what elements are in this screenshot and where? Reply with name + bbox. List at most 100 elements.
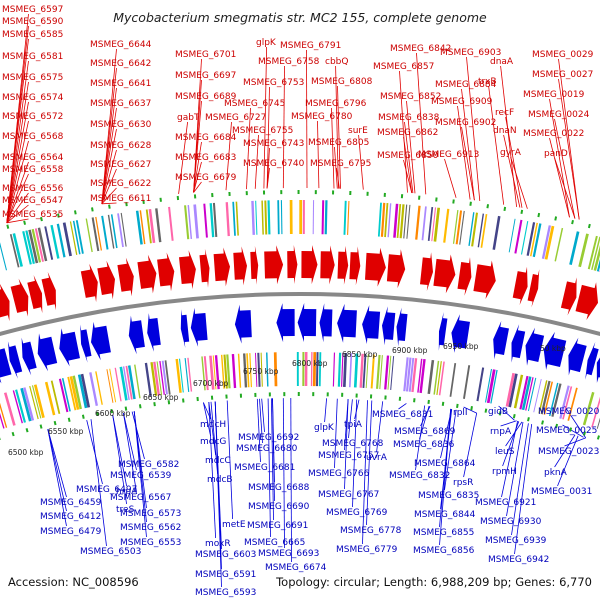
forward-gene-label: MSMEG_6556 [2,184,64,194]
connector-line [6,60,29,223]
scale-tick [498,411,502,416]
connector-line [404,121,414,194]
connector-line [6,38,29,223]
scale-tick [469,201,472,206]
connector-line [549,137,570,218]
forward-gene-arrow [433,254,456,294]
feature-mark [318,352,322,387]
reverse-gene-arrow [585,342,599,380]
connector-line [554,157,576,219]
feature-mark [237,353,242,388]
connector-line [498,405,515,421]
feature-mark [159,360,165,395]
accession-label: Accession: NC_008596 [8,575,139,589]
connector-line [406,100,416,194]
connector-line [178,121,188,194]
scale-tick [537,212,541,218]
connector-line [290,397,292,563]
connector-line [558,58,580,220]
reverse-gene-arrow [0,348,12,384]
forward-gene-arrow [287,245,298,284]
forward-gene-arrow [27,275,43,314]
reverse-gene-label: MSMEG_6778 [340,526,402,536]
feature-mark [379,355,383,390]
connector-line [133,411,147,538]
feature-mark [184,205,190,240]
connector-line [334,398,338,469]
forward-gene-label: MSMEG_6683 [175,153,236,163]
connector-line [47,428,67,498]
feature-mark [168,206,174,241]
forward-gene-arrow [80,263,98,303]
reverse-gene-label: MSMEG_6835 [418,491,479,501]
reverse-gene-label: MSMEG_6767 [318,490,379,500]
connector-line [6,161,29,223]
feature-mark [365,354,369,389]
feature-mark [34,228,44,262]
connector-line [90,419,107,547]
feature-mark [67,376,77,411]
kbp-label: 6800 kbp [292,359,328,368]
scale-tick [470,406,473,411]
connector-line [488,85,505,205]
connector-line [123,413,137,471]
feature-mark [342,352,348,387]
kbp-label: 50 kbp [540,344,566,353]
forward-gene-label: MSMEG_6805 [308,138,369,148]
scale-tick [456,403,459,409]
feature-mark [541,225,551,259]
feature-mark [9,234,20,268]
feature-mark [455,210,463,245]
scale-tick [108,204,111,209]
feature-mark [559,385,570,419]
connector-line [510,156,528,209]
forward-gene-label: MSMEG_6808 [311,77,373,87]
scale-tick [520,209,524,215]
reverse-gene-label: MSMEG_6757 [318,451,379,461]
feature-mark [582,391,595,426]
forward-gene-arrow [560,277,577,316]
reverse-gene-label: MSMEG_6591 [195,570,256,580]
connector-line [549,98,570,218]
connector-line [511,423,529,536]
forward-gene-label: MSMEG_6581 [2,52,63,62]
forward-gene-label: MSMEG_0022 [523,129,584,139]
reverse-gene-arrow [297,303,317,342]
forward-gene-label: MSMEG_6902 [435,118,496,128]
reverse-gene-label: metE [222,520,246,530]
forward-gene-label: dnaN [493,126,517,136]
connector-line [358,134,364,190]
forward-gene-label: MSMEG_0029 [532,50,594,60]
connector-line [352,399,358,508]
gene-labels: MSMEG_6597 MSMEG_6590 MSMEG_6585 MSMEG_6581… [2,5,600,598]
feature-mark [427,206,434,241]
connector-line [6,120,29,223]
forward-gene-label: MSMEG_6791 [280,41,341,51]
feature-mark [538,380,548,414]
feature-mark [223,354,228,389]
reverse-gene-arrow [438,312,448,351]
scale-tick [153,402,156,407]
connector-line [331,107,335,189]
feature-mark [122,366,130,401]
feature-mark [419,359,426,394]
reverse-gene-label: MSMEG_6567 [110,493,171,503]
connector-line [564,405,587,439]
backbone-ring [0,292,600,337]
feature-mark [203,203,208,238]
feature-mark [203,356,209,391]
reverse-gene-label: MSMEG_6832 [389,471,450,481]
connector-line [259,398,263,444]
reverse-gene-label: MSMEG_6562 [120,523,181,533]
feature-mark [243,353,248,388]
feature-mark [486,369,496,404]
feature-mark [459,210,465,245]
kbp-label: 6850 kbp [342,350,378,359]
feature-mark [193,204,199,239]
feature-mark [89,372,98,406]
feature-mark [567,387,578,421]
feature-mark [144,362,152,397]
scale-tick [541,420,544,425]
